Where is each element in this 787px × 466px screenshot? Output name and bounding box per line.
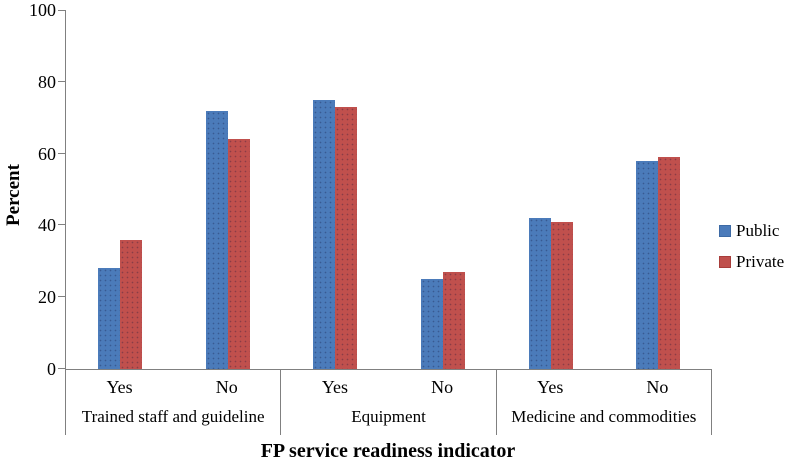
y-axis-tick [58,80,66,82]
bar-private [658,157,681,369]
bar-slot-no-group2 [389,10,497,369]
legend-label: Private [736,252,785,271]
bar-public [97,268,120,369]
bar-private [335,106,358,369]
bar-slot-yes-group1 [66,10,174,369]
category-label: Yes [321,377,349,397]
y-tick-label: 0 [47,359,56,379]
legend-entry-private: Private [719,251,784,273]
y-axis-tick [58,10,66,11]
bar-slot-no-group3 [604,10,712,369]
category-group-label: Equipment [351,407,426,426]
category-group-2: Yes No Equipment [281,369,497,435]
category-group-3: Yes No Medicine and commodities [497,369,712,435]
legend-entry-public: Public [719,220,784,242]
legend: Public Private [719,220,784,282]
bar-public [205,110,228,369]
category-label: Yes [106,377,133,397]
bar-private [119,239,142,369]
x-axis-title: FP service readiness indicator [260,440,516,462]
category-row: Yes No [66,369,280,401]
bar-public [420,279,443,369]
category-row: Yes No [281,369,495,401]
y-tick-label: 20 [38,287,56,308]
category-label: No [646,377,669,397]
y-tick-label: 60 [38,143,56,164]
bar-public [636,160,659,369]
category-row: Yes No [497,369,711,401]
y-axis-tick [58,152,66,154]
category-group-label: Medicine and commodities [511,407,697,426]
bar-private [227,139,250,369]
bar-slot-yes-group3 [497,10,605,369]
y-axis-tick [58,224,66,226]
category-group-1: Yes No Trained staff and guideline [66,369,282,435]
y-tick-label: 80 [38,71,56,92]
category-group-label: Trained staff and guideline [81,407,265,426]
bar-public [528,218,551,369]
y-axis-tick [58,296,66,298]
category-label: Yes [537,377,564,397]
category-label: No [431,377,454,397]
bar-private [442,272,465,369]
y-tick-label: 100 [29,0,56,20]
legend-label: Public [736,221,780,240]
y-tick-label: 40 [38,215,56,236]
y-axis-tick [58,368,66,369]
category-label: No [215,377,238,397]
y-axis-tick-labels: 0 20 40 60 80 100 [0,0,56,379]
plot-area [58,10,712,370]
legend-swatch-icon [719,256,731,268]
bar-slot-no-group1 [174,10,282,369]
bar-public [313,99,336,369]
bar-private [550,221,573,369]
legend-swatch-icon [719,225,731,237]
bar-slot-yes-group2 [281,10,389,369]
category-axis: Yes No Trained staff and guideline Yes No Equ… [65,369,712,435]
